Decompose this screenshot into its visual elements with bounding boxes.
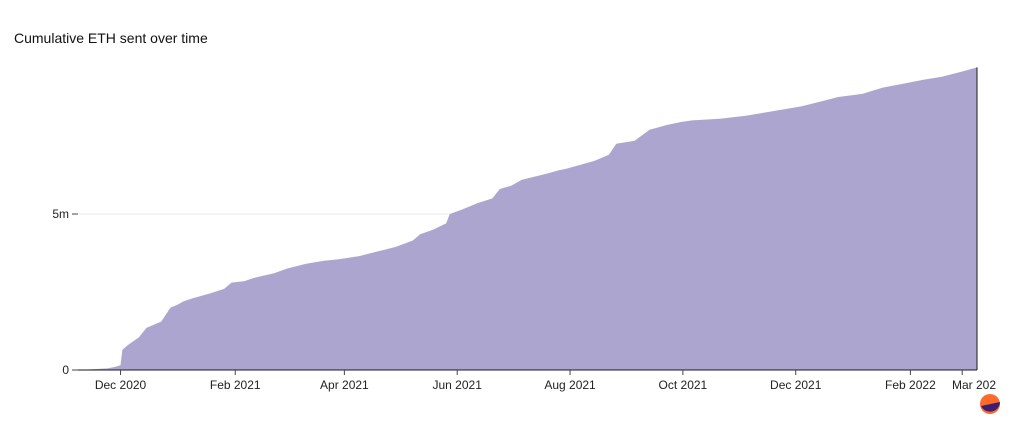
area-series xyxy=(78,67,977,371)
orange-purple-circle-icon xyxy=(980,394,1000,414)
y-tick-label: 5m xyxy=(52,207,69,221)
x-tick-label: Dec 2020 xyxy=(95,378,147,392)
x-tick-label: Apr 2021 xyxy=(320,378,369,392)
x-tick-label: Feb 2021 xyxy=(210,378,261,392)
chart-title: Cumulative ETH sent over time xyxy=(14,30,208,46)
x-tick-label: Mar 202 xyxy=(952,378,996,392)
x-tick-label: Oct 2021 xyxy=(659,378,708,392)
x-tick-label: Feb 2022 xyxy=(885,378,936,392)
x-tick-label: Jun 2021 xyxy=(433,378,483,392)
x-tick-label: Dec 2021 xyxy=(770,378,822,392)
y-tick-label: 0 xyxy=(62,363,69,377)
x-tick-label: Aug 2021 xyxy=(544,378,596,392)
